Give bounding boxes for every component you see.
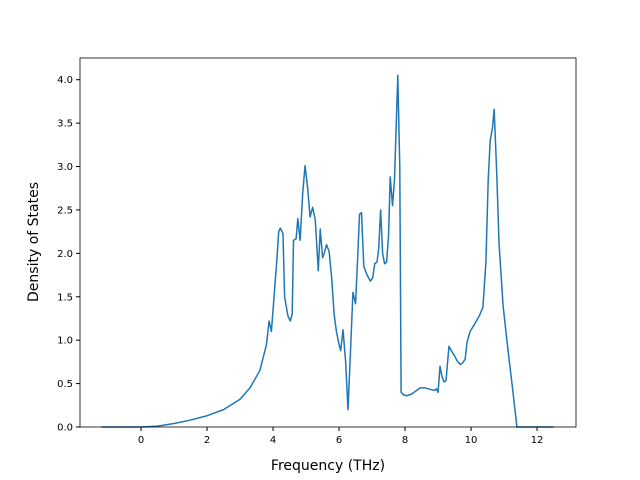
x-axis-label: Frequency (THz) — [271, 458, 385, 474]
y-axis-label: Density of States — [26, 182, 42, 302]
x-tick-label: 0 — [138, 435, 144, 446]
x-tick-label: 2 — [204, 435, 210, 446]
plot-frame — [79, 57, 577, 428]
y-tick-label: 3.5 — [57, 119, 73, 130]
y-tick-label: 2.0 — [57, 249, 73, 260]
y-tick-label: 0.5 — [57, 379, 73, 390]
x-tick-label: 12 — [531, 435, 544, 446]
y-tick-label: 1.5 — [57, 292, 73, 303]
y-tick-label: 3.0 — [57, 162, 73, 173]
y-tick-label: 0.0 — [57, 423, 73, 434]
x-tick-label: 10 — [465, 435, 478, 446]
y-tick-label: 2.5 — [57, 205, 73, 216]
line — [101, 74, 554, 428]
x-tick-label: 8 — [402, 435, 408, 446]
x-tick-label: 6 — [336, 435, 342, 446]
y-tick-label: 1.0 — [57, 336, 73, 347]
y-tick-label: 4.0 — [57, 75, 73, 86]
x-tick-label: 4 — [270, 435, 276, 446]
